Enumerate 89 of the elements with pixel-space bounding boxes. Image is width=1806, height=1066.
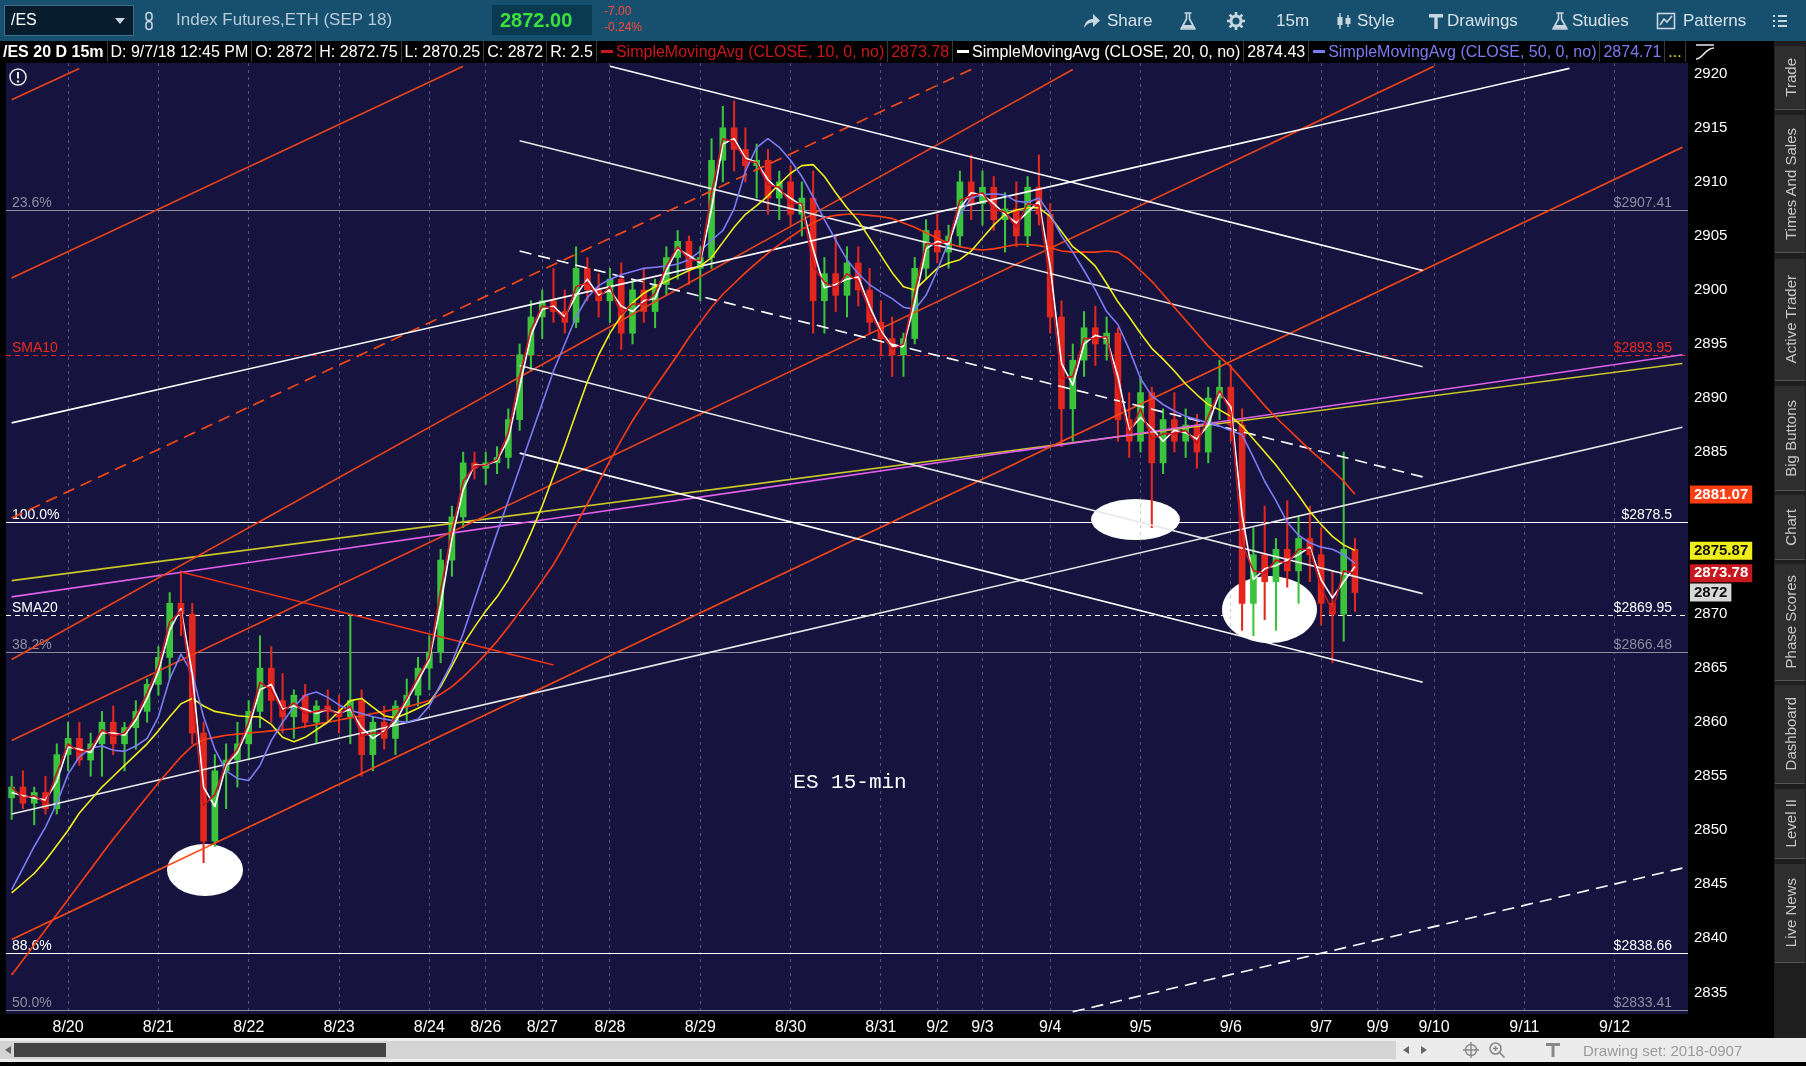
annotation: 50.0% (12, 994, 52, 1010)
text: 2872.00 (500, 9, 573, 32)
x-tick-label: 8/31 (865, 1018, 897, 1036)
text: Share (1107, 11, 1153, 31)
text: C: 2872 (484, 41, 548, 62)
annotation: ES 15-min (793, 771, 907, 794)
y-tick-label: 2920 (1694, 63, 1728, 81)
x-tick-label: 9/3 (971, 1018, 994, 1036)
x-tick-label: 9/9 (1366, 1018, 1389, 1036)
x-tick-label: 9/7 (1310, 1018, 1333, 1036)
y-tick-label: 2872 (1694, 582, 1728, 600)
annotation: SMA20 (12, 599, 59, 615)
y-tick-label: 2890 (1694, 388, 1728, 406)
ref-line-label: $2869.95 (1613, 599, 1673, 615)
y-tick-label: 2900 (1694, 280, 1728, 298)
x-tick-label: 8/26 (470, 1018, 502, 1036)
x-tick-label: 9/5 (1129, 1018, 1152, 1036)
legend-label: SimpleMovingAvg (CLOSE, 20, 0, no) (969, 41, 1245, 62)
text: 2873.78 (888, 41, 954, 62)
x-tick-label: 8/24 (413, 1018, 445, 1036)
text: -7.00 (604, 4, 632, 18)
y-tick-label: 2915 (1694, 117, 1728, 135)
legend-label: SimpleMovingAvg (CLOSE, 50, 0, no) (1325, 41, 1601, 62)
y-tick-label: 2840 (1694, 928, 1728, 946)
text: Drawings (1447, 11, 1518, 31)
y-tick-label: 2850 (1694, 820, 1728, 838)
x-tick-label: 8/23 (323, 1018, 355, 1036)
ref-line-label: $2866.48 (1613, 636, 1673, 652)
chart-subtitle: /ES 20 D 15m (0, 41, 108, 62)
x-tick-label: 9/10 (1418, 1018, 1450, 1036)
y-tick-label: 2881.07 (1694, 484, 1749, 502)
text: 2874.71 (1600, 41, 1666, 62)
text: Phase Scores (1781, 575, 1799, 669)
y-tick-label: 2865 (1694, 658, 1728, 676)
annotation: 100.0% (12, 506, 60, 522)
x-tick-label: 8/30 (774, 1018, 807, 1036)
x-tick-label: 9/2 (926, 1018, 949, 1036)
text: Patterns (1683, 11, 1747, 31)
x-tick-label: 8/20 (52, 1018, 84, 1036)
y-tick-label: 2875.87 (1694, 540, 1749, 558)
text: L: 2870.25 (401, 41, 485, 62)
text: ... (1665, 41, 1686, 62)
ref-line-label: $2878.5 (1621, 506, 1673, 522)
x-tick-label: 9/6 (1219, 1018, 1243, 1036)
x-tick-label: 8/22 (233, 1018, 265, 1036)
annotation: 23.6% (12, 194, 52, 210)
text: Chart (1781, 508, 1799, 546)
text: Trade (1781, 58, 1799, 97)
y-tick-label: 2835 (1694, 982, 1728, 1000)
legend-label: SimpleMovingAvg (CLOSE, 10, 0, no) (612, 41, 889, 62)
y-tick-label: 2860 (1694, 712, 1728, 730)
text: Big Buttons (1781, 399, 1799, 477)
y-tick-label: 2895 (1694, 334, 1728, 352)
x-tick-label: 8/28 (594, 1018, 626, 1036)
chart-title: Index Futures,ETH (SEP 18) (176, 10, 393, 30)
y-tick-label: 2845 (1694, 874, 1728, 892)
ref-line-label: $2907.41 (1613, 194, 1673, 210)
text: H: 2872.75 (316, 41, 402, 62)
text: Live News (1781, 878, 1799, 948)
text: 2874.43 (1244, 41, 1310, 62)
x-tick-label: 9/4 (1039, 1018, 1062, 1036)
x-tick-label: 9/12 (1599, 1018, 1631, 1036)
y-tick-label: 2870 (1694, 604, 1728, 622)
y-tick-label: 2855 (1694, 766, 1728, 784)
text: /ES (11, 11, 37, 29)
text: O: 2872 (252, 41, 317, 62)
text: Times And Sales (1781, 127, 1799, 240)
ref-line-label: $2833.41 (1613, 994, 1673, 1010)
text: Style (1357, 11, 1395, 31)
text: Studies (1572, 11, 1629, 31)
y-tick-label: 2885 (1694, 442, 1728, 460)
x-tick-label: 8/21 (142, 1018, 175, 1036)
text: R: 2.5 (547, 41, 597, 62)
text: Level II (1781, 799, 1799, 848)
text: Active Trader (1781, 275, 1799, 364)
y-tick-label: 2873.78 (1694, 563, 1749, 581)
ref-line-label: $2893.95 (1613, 339, 1673, 355)
text: -0.24% (604, 20, 643, 34)
text: D: 9/7/18 12:45 PM (107, 41, 253, 62)
text: Drawing set: 2018-0907 (1583, 1042, 1743, 1059)
y-tick-label: 2905 (1694, 226, 1728, 244)
x-tick-label: 8/27 (526, 1018, 558, 1036)
y-tick-label: 2910 (1694, 172, 1728, 190)
x-tick-label: 8/29 (684, 1018, 716, 1036)
text: Dashboard (1781, 697, 1799, 771)
x-tick-label: 9/11 (1509, 1018, 1540, 1036)
ref-line-label: $2838.66 (1613, 937, 1673, 953)
text: 15m (1276, 11, 1310, 31)
annotation: SMA10 (12, 339, 59, 355)
